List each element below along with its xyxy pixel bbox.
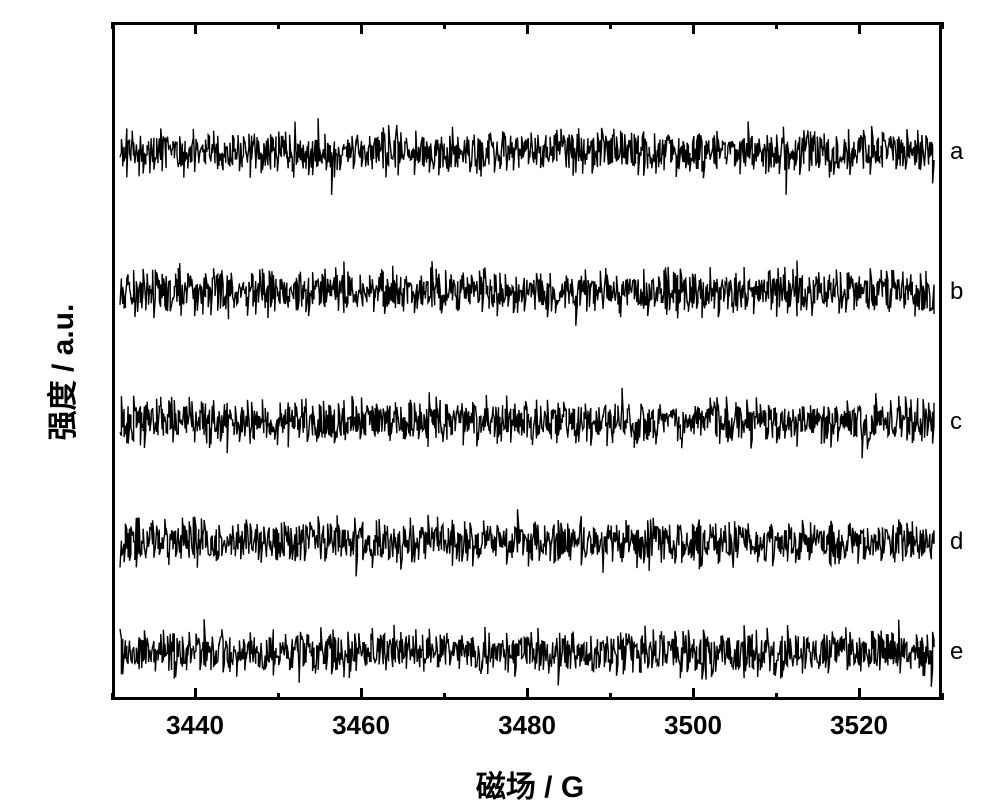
x-axis-label: 磁场 / G [440, 762, 620, 806]
x-tick-minor-top [277, 22, 280, 29]
trace-d [120, 509, 934, 576]
x-tick-label: 3460 [321, 710, 401, 741]
trace-e [120, 619, 934, 687]
x-tick-minor [111, 693, 114, 700]
x-tick-minor-top [775, 22, 778, 29]
trace-c [120, 388, 934, 459]
x-tick-major-top [858, 22, 861, 34]
trace-b [120, 261, 934, 326]
x-tick-minor [775, 693, 778, 700]
x-tick-minor [941, 693, 944, 700]
series-label-d: d [950, 528, 963, 556]
x-tick-major [194, 688, 197, 700]
x-tick-minor-top [609, 22, 612, 29]
x-tick-major [526, 688, 529, 700]
x-tick-label: 3480 [487, 710, 567, 741]
y-axis-label: 强度 / a.u. [38, 292, 82, 452]
x-tick-minor [277, 693, 280, 700]
x-tick-major [692, 688, 695, 700]
trace-a [120, 118, 934, 195]
series-label-b: b [950, 278, 963, 306]
series-label-a: a [950, 138, 963, 166]
x-tick-label: 3520 [819, 710, 899, 741]
x-tick-major [858, 688, 861, 700]
x-tick-major-top [194, 22, 197, 34]
x-tick-major-top [526, 22, 529, 34]
x-tick-minor [609, 693, 612, 700]
trace-a [112, 22, 942, 700]
x-tick-major-top [692, 22, 695, 34]
epr-chart: 强度 / a.u. 磁场 / G 3440 3460 3480 3500 3520 a b… [0, 0, 1000, 810]
x-tick-major [360, 688, 363, 700]
x-tick-label: 3500 [653, 710, 733, 741]
x-tick-minor [443, 693, 446, 700]
x-tick-minor-top [941, 22, 944, 29]
x-tick-minor-top [111, 22, 114, 29]
x-tick-label: 3440 [155, 710, 235, 741]
series-label-e: e [950, 638, 963, 666]
series-label-c: c [950, 408, 962, 436]
x-tick-major-top [360, 22, 363, 34]
x-tick-minor-top [443, 22, 446, 29]
